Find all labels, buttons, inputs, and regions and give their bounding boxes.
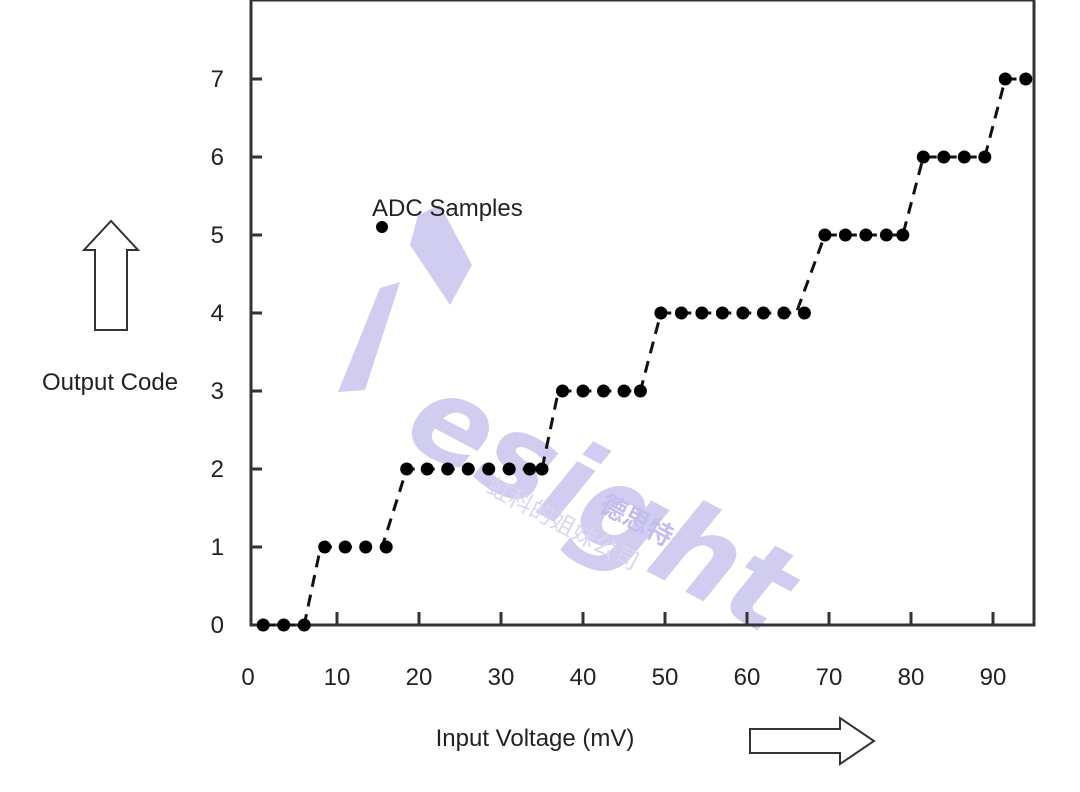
adc-sample-point — [338, 540, 352, 554]
x-tick-label: 40 — [570, 664, 597, 691]
adc-sample-point — [978, 150, 992, 164]
adc-sample-point — [482, 462, 496, 476]
adc-sample-point — [277, 618, 291, 632]
adc-sample-point — [256, 618, 270, 632]
adc-sample-point — [359, 540, 373, 554]
watermark-logo-shape — [410, 205, 472, 305]
adc-sample-point — [957, 150, 971, 164]
adc-sample-point — [777, 306, 791, 320]
y-tick-label: 2 — [211, 456, 224, 483]
legend: ADC Samples — [372, 195, 523, 233]
x-axis-title: Input Voltage (mV) — [436, 725, 635, 752]
right-arrow-icon — [749, 716, 876, 766]
adc-sample-point — [441, 462, 455, 476]
up-arrow-icon — [81, 219, 141, 331]
y-tick-label: 4 — [211, 300, 224, 327]
adc-sample-point — [715, 306, 729, 320]
y-tick-label: 3 — [211, 378, 224, 405]
adc-sample-point — [818, 228, 832, 242]
watermark-logo-stroke — [338, 282, 400, 392]
x-axis: 0 10 20 30 40 50 60 70 80 90 — [241, 612, 1006, 691]
x-tick-label: 70 — [816, 664, 843, 691]
adc-sample-point — [916, 150, 930, 164]
adc-sample-point — [297, 618, 311, 632]
adc-sample-point — [379, 540, 393, 554]
x-tick-label: 90 — [980, 664, 1007, 691]
adc-sample-point — [937, 150, 951, 164]
y-tick-label: 5 — [211, 222, 224, 249]
adc-sample-point — [400, 462, 414, 476]
y-tick-label: 6 — [211, 144, 224, 171]
y-tick-label: 1 — [211, 534, 224, 561]
points-layer — [256, 72, 1033, 632]
x-tick-label: 30 — [488, 664, 515, 691]
y-axis: 0 1 2 3 4 5 6 7 — [211, 66, 262, 639]
x-tick-label: 10 — [324, 664, 351, 691]
adc-sample-point — [859, 228, 873, 242]
adc-sample-point — [1019, 72, 1033, 86]
adc-sample-point — [998, 72, 1012, 86]
x-tick-label: 50 — [652, 664, 679, 691]
adc-sample-point — [535, 462, 549, 476]
adc-sample-point — [838, 228, 852, 242]
adc-sample-point — [879, 228, 893, 242]
adc-sample-point — [633, 384, 647, 398]
adc-sample-point — [654, 306, 668, 320]
adc-sample-point — [502, 462, 516, 476]
watermark: esight 德思特 虹科的姐妹公司 — [338, 205, 823, 662]
x-tick-label: 60 — [734, 664, 761, 691]
adc-sample-point — [617, 384, 631, 398]
y-tick-label: 0 — [211, 612, 224, 639]
x-tick-label: 0 — [241, 664, 254, 691]
adc-sample-point — [318, 540, 332, 554]
legend-marker — [376, 221, 388, 233]
x-tick-label: 80 — [898, 664, 925, 691]
adc-sample-point — [420, 462, 434, 476]
adc-sample-point — [797, 306, 811, 320]
x-tick-label: 20 — [406, 664, 433, 691]
adc-sample-point — [556, 384, 569, 398]
adc-sample-point — [896, 228, 910, 242]
legend-label: ADC Samples — [372, 195, 523, 222]
adc-sample-point — [736, 306, 750, 320]
adc-sample-point — [597, 384, 610, 398]
adc-sample-point — [756, 306, 770, 320]
adc-sample-point — [523, 462, 537, 476]
y-axis-title: Output Code — [42, 369, 178, 396]
adc-sample-point — [674, 306, 688, 320]
adc-sample-point — [576, 384, 590, 398]
adc-sample-point — [461, 462, 475, 476]
adc-sample-point — [695, 306, 709, 320]
y-tick-label: 7 — [211, 66, 224, 93]
